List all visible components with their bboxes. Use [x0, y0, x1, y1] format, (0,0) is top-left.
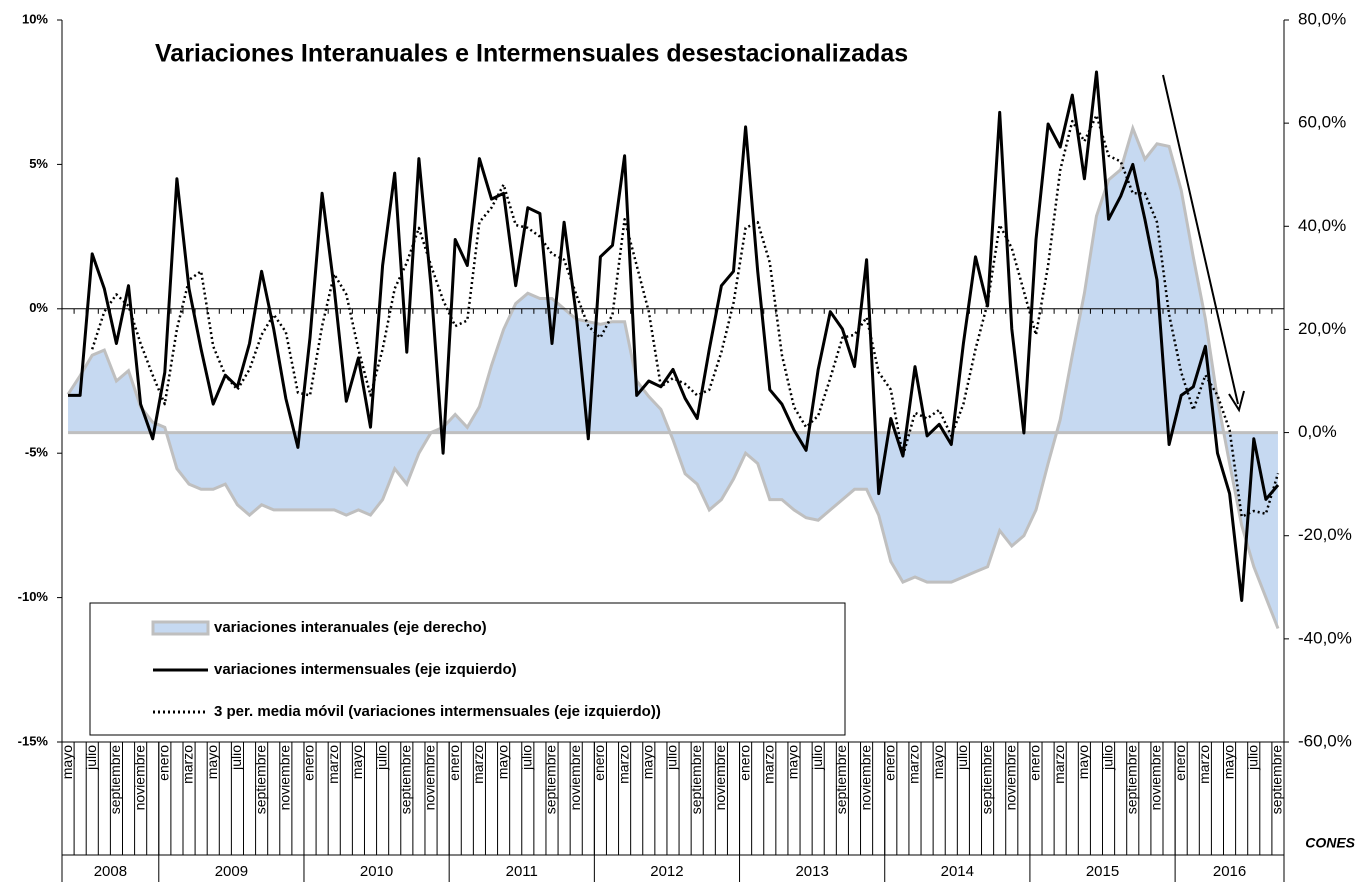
arrow-head [1228, 390, 1245, 413]
y2-tick-label: -40,0% [1298, 628, 1352, 647]
group-label: 2014 [941, 863, 974, 880]
y-tick-label: -10% [18, 589, 49, 604]
x-tick-label: marzo [180, 745, 196, 784]
x-tick-label: noviembre [567, 745, 583, 811]
group-label: 2015 [1086, 863, 1119, 880]
x-tick-label: septiembre [543, 745, 559, 814]
x-tick-label: mayo [1075, 745, 1091, 779]
y2-tick-label: 80,0% [1298, 9, 1346, 28]
y-tick-label: 0% [29, 300, 48, 315]
group-label: 2011 [506, 863, 538, 880]
x-tick-label: enero [1027, 745, 1043, 781]
x-tick-label: julio [228, 745, 244, 771]
x-tick-label: mayo [640, 745, 656, 779]
x-tick-label: noviembre [712, 745, 728, 811]
y2-tick-label: 20,0% [1298, 319, 1346, 338]
y2-tick-label: 0,0% [1298, 422, 1337, 441]
x-tick-label: noviembre [277, 745, 293, 811]
x-tick-label: septiembre [398, 745, 414, 814]
x-tick-label: septiembre [1269, 745, 1285, 814]
x-tick-label: marzo [325, 745, 341, 784]
x-tick-label: marzo [906, 745, 922, 784]
group-label: 2009 [215, 863, 248, 880]
x-tick-label: septiembre [252, 745, 268, 814]
x-tick-label: marzo [615, 745, 631, 784]
x-tick-label: marzo [470, 745, 486, 784]
legend: variaciones interanuales (eje derecho) va… [89, 602, 846, 736]
legend-swatch [151, 620, 210, 636]
x-tick-label: marzo [1051, 745, 1067, 784]
x-tick-label: septiembre [688, 745, 704, 814]
x-tick-label: enero [1172, 745, 1188, 781]
legend-label: variaciones interanuales (eje derecho) [214, 619, 487, 636]
x-tick-label: julio [373, 745, 389, 771]
x-tick-label: septiembre [1123, 745, 1139, 814]
x-tick-label: enero [881, 745, 897, 781]
x-tick-label: julio [809, 745, 825, 771]
group-label: 2010 [360, 863, 393, 880]
chart-title: Variaciones Interanuales e Intermensuale… [155, 40, 908, 68]
x-tick-label: julio [954, 745, 970, 771]
x-tick-label: mayo [1220, 745, 1236, 779]
x-tick-label: julio [1099, 745, 1115, 771]
area-edge [66, 123, 1280, 630]
y2-tick-label: -60,0% [1298, 731, 1352, 750]
plot-area [66, 70, 1280, 630]
x-tick-label: septiembre [107, 745, 123, 814]
x-tick-label: mayo [785, 745, 801, 779]
y2-tick-label: -20,0% [1298, 525, 1352, 544]
x-tick-label: marzo [1196, 745, 1212, 784]
x-tick-label: enero [591, 745, 607, 781]
group-label: 2016 [1213, 863, 1246, 880]
group-label: 2008 [94, 863, 127, 880]
x-tick-label: noviembre [857, 745, 873, 811]
legend-label: 3 per. media móvil (variaciones intermen… [214, 703, 661, 720]
line [68, 70, 1280, 602]
x-tick-label: mayo [930, 745, 946, 779]
x-tick-label: mayo [204, 745, 220, 779]
group-label: 2013 [795, 863, 828, 880]
x-tick-label: noviembre [422, 745, 438, 811]
x-tick-label: enero [156, 745, 172, 781]
source-label: CONES [1305, 835, 1355, 851]
x-tick-label: marzo [760, 745, 776, 784]
legend-label: variaciones intermensuales (eje izquierd… [214, 661, 517, 678]
y2-tick-label: 60,0% [1298, 113, 1346, 132]
x-tick-label: enero [301, 745, 317, 781]
x-tick-label: noviembre [131, 745, 147, 811]
y-tick-label: 5% [29, 156, 48, 171]
x-tick-label: noviembre [1002, 745, 1018, 811]
legend-box [89, 602, 846, 736]
x-tick-label: septiembre [833, 745, 849, 814]
x-tick-label: enero [446, 745, 462, 781]
y-tick-label: -15% [18, 733, 49, 748]
group-label: 2012 [650, 863, 683, 880]
y2-tick-label: 40,0% [1298, 216, 1346, 235]
x-tick-label: enero [736, 745, 752, 781]
x-tick-label: noviembre [1148, 745, 1164, 811]
area [68, 128, 1278, 629]
x-tick-label: septiembre [978, 745, 994, 814]
x-tick-label: mayo [59, 745, 75, 779]
x-tick-label: julio [519, 745, 535, 771]
y-tick-label: -5% [25, 445, 49, 460]
x-tick-label: julio [664, 745, 680, 771]
y-tick-label: 10% [22, 11, 48, 26]
x-tick-label: mayo [349, 745, 365, 779]
x-tick-label: julio [83, 745, 99, 771]
arrow [1162, 74, 1239, 405]
x-tick-label: mayo [494, 745, 510, 779]
x-tick-label: julio [1244, 745, 1260, 771]
moving-average-line [91, 114, 1280, 518]
